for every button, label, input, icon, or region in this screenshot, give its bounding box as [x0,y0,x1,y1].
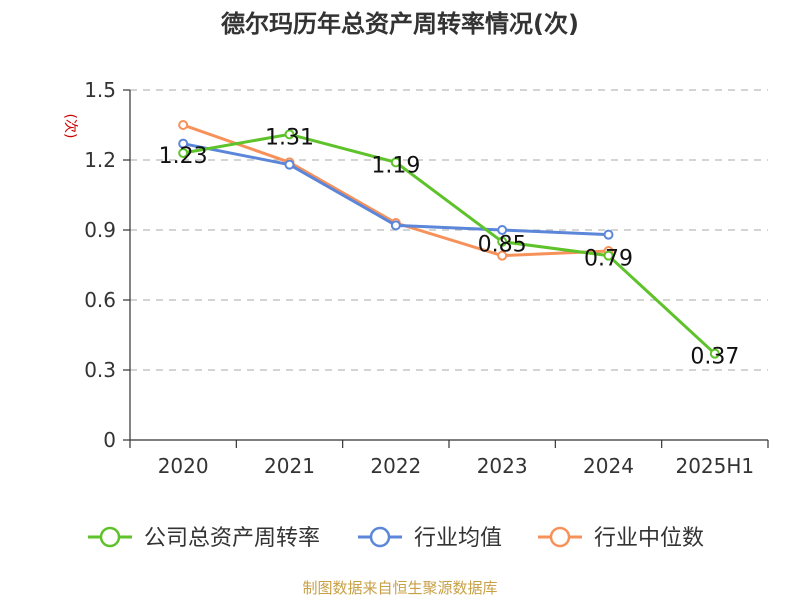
data-point [284,159,295,170]
data-label: 1.19 [371,153,420,178]
legend-label: 公司总资产周转率 [144,526,320,551]
data-point [603,229,614,240]
y-axis-title: (次) [62,114,78,139]
data-label: 1.31 [265,125,314,150]
data-label: 1.23 [159,144,208,169]
data-point [390,220,401,231]
axes: 0 0.3 0.6 0.9 1.2 1.5 (次) 2020 2021 2022 2023 2024 2… [62,78,769,478]
data-point [603,250,614,261]
y-tick-label: 0 [103,428,116,452]
legend-label: 行业均值 [414,526,502,551]
data-point [178,138,189,149]
data-point [497,236,508,247]
chart-title: 德尔玛历年总资产周转率情况(次) [221,10,579,38]
series-lines [178,120,720,359]
series-line [182,132,716,355]
legend-marker [549,526,571,548]
data-point [178,148,189,158]
y-tick-label: 1.5 [84,78,116,102]
x-tick-label: 2025H1 [675,454,754,478]
data-point [497,225,508,235]
data-label: 0.37 [690,345,739,370]
x-tick-label: 2020 [158,454,209,478]
x-tick-label: 2023 [477,454,528,478]
x-tick-label: 2024 [583,454,634,478]
data-point [709,348,720,359]
data-point [497,250,508,261]
y-tick-label: 0.3 [84,358,116,382]
data-point [284,129,295,140]
series-line [182,123,609,258]
data-label: 0.79 [584,247,633,272]
legend-marker [99,526,121,548]
data-source-note: 制图数据来自恒生聚源数据库 [302,579,498,597]
data-label: 0.85 [478,233,527,258]
x-tick-label: 2022 [370,454,421,478]
legend-label: 行业中位数 [594,526,704,551]
y-tick-label: 0.9 [84,218,116,242]
data-labels: 1.23 1.31 1.19 0.85 0.79 0.37 [159,125,740,369]
legend-marker [369,526,391,548]
y-tick-label: 0.6 [84,288,116,312]
x-tick-label: 2021 [264,454,315,478]
legend: 公司总资产周转率 行业均值 行业中位数 [88,526,704,551]
data-point [178,120,189,130]
grid-lines [130,89,768,371]
data-point [390,157,401,168]
y-tick-label: 1.2 [84,148,116,172]
